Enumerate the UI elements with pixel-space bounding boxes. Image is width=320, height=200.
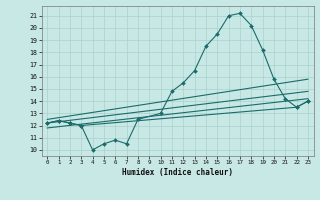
X-axis label: Humidex (Indice chaleur): Humidex (Indice chaleur) (122, 168, 233, 177)
